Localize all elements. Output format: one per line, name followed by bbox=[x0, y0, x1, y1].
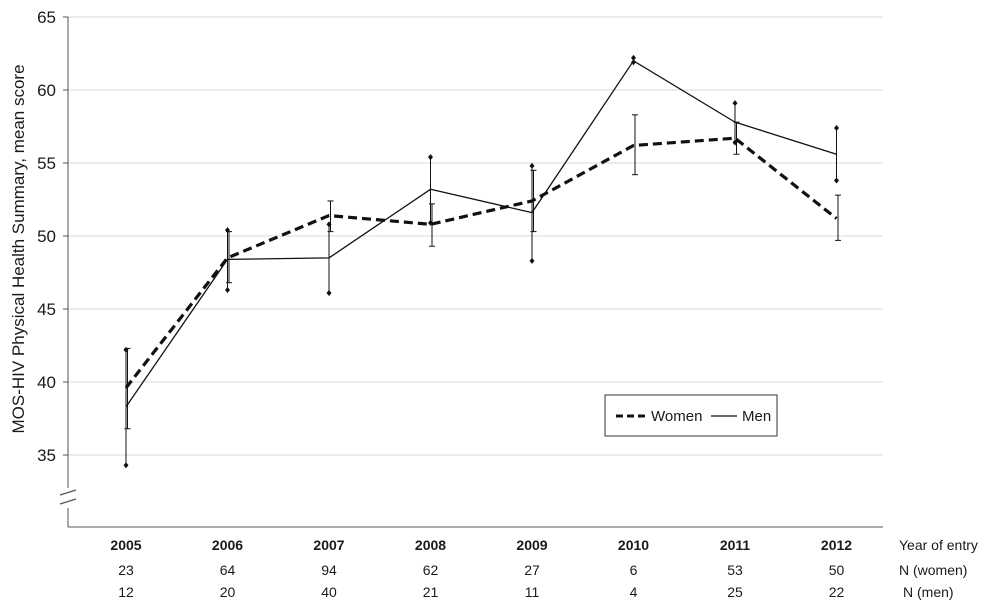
n-count: 23 bbox=[118, 562, 134, 578]
n-count: 94 bbox=[321, 562, 337, 578]
x-category-label: 2008 bbox=[415, 537, 446, 553]
n-count: 11 bbox=[525, 584, 540, 600]
table-row-label: N (men) bbox=[903, 584, 954, 600]
x-category-label: 2012 bbox=[821, 537, 852, 553]
n-count: 50 bbox=[829, 562, 845, 578]
x-category-label: 2010 bbox=[618, 537, 649, 553]
data-table: 2005 2006 2007 2008 2009 2010 2011 2012 Year of … bbox=[110, 537, 977, 600]
y-tick-label: 50 bbox=[37, 227, 56, 246]
error-marker bbox=[123, 462, 129, 469]
error-marker bbox=[834, 124, 839, 131]
n-count: 4 bbox=[630, 584, 638, 600]
x-category-label: 2011 bbox=[720, 537, 751, 553]
n-count: 21 bbox=[423, 584, 439, 600]
table-row-label: N (women) bbox=[899, 562, 967, 578]
y-tick-label: 65 bbox=[37, 8, 56, 27]
error-marker bbox=[732, 139, 738, 146]
n-count: 27 bbox=[524, 562, 540, 578]
error-marker bbox=[529, 257, 535, 264]
series-line-women bbox=[124, 136, 838, 389]
n-count: 62 bbox=[423, 562, 439, 578]
y-tick-label: 60 bbox=[37, 81, 56, 100]
legend: Women Men bbox=[604, 394, 778, 437]
n-count: 53 bbox=[727, 562, 743, 578]
y-tick-label: 45 bbox=[37, 300, 56, 319]
table-row-label: Year of entry bbox=[899, 537, 978, 553]
error-marker bbox=[529, 162, 535, 169]
legend-label-women: Women bbox=[651, 408, 702, 425]
error-marker bbox=[631, 54, 636, 61]
y-axis-label: MOS-HIV Physical Health Summary, mean sc… bbox=[9, 64, 28, 433]
error-marker bbox=[428, 154, 433, 161]
gridlines bbox=[63, 16, 883, 456]
x-category-label: 2006 bbox=[212, 537, 243, 553]
n-count: 22 bbox=[829, 584, 845, 600]
y-tick-label: 40 bbox=[37, 373, 56, 392]
error-marker bbox=[732, 100, 738, 107]
x-category-label: 2005 bbox=[110, 537, 141, 553]
error-marker bbox=[326, 221, 332, 228]
series-men bbox=[123, 54, 839, 469]
y-tick-label: 35 bbox=[37, 446, 56, 465]
y-tick-labels: 35 40 45 50 55 60 65 bbox=[37, 8, 56, 465]
n-count: 6 bbox=[630, 562, 638, 578]
error-marker bbox=[225, 227, 230, 234]
x-category-label: 2009 bbox=[516, 537, 547, 553]
legend-label-men: Men bbox=[742, 408, 771, 425]
n-count: 64 bbox=[220, 562, 236, 578]
error-marker bbox=[631, 59, 636, 66]
error-marker bbox=[326, 289, 332, 296]
series bbox=[123, 54, 841, 469]
axis-break-mark bbox=[59, 489, 77, 505]
x-category-label: 2007 bbox=[313, 537, 344, 553]
y-tick-label: 55 bbox=[37, 154, 56, 173]
axes bbox=[59, 17, 883, 528]
error-marker bbox=[428, 219, 433, 226]
error-marker bbox=[123, 346, 129, 353]
n-count: 20 bbox=[220, 584, 236, 600]
n-count: 12 bbox=[118, 584, 134, 600]
n-count: 25 bbox=[727, 584, 743, 600]
error-marker bbox=[834, 177, 839, 184]
series-line-men bbox=[125, 60, 837, 408]
n-count: 40 bbox=[321, 584, 337, 600]
error-marker bbox=[225, 287, 230, 294]
